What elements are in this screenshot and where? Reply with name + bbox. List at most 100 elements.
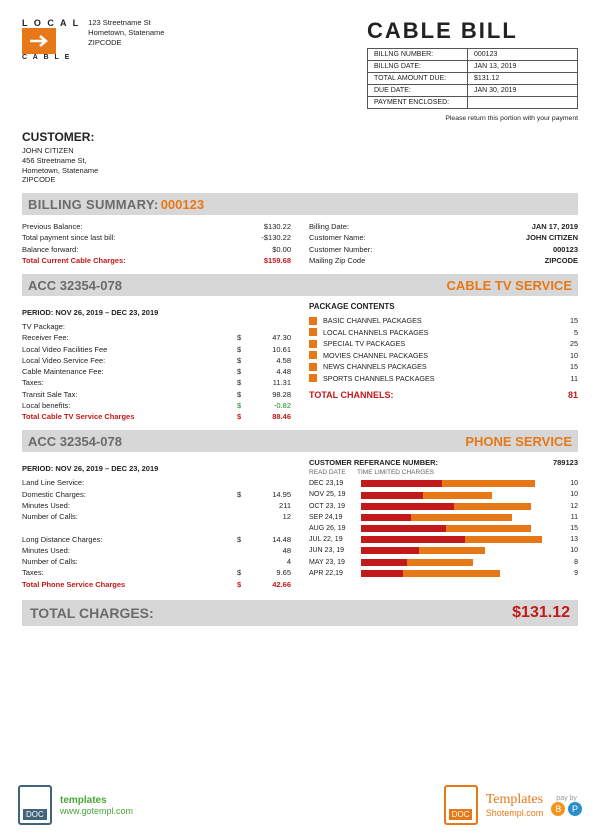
chart-bar <box>361 570 554 577</box>
package-swatch-icon <box>309 374 317 382</box>
logo-text-wrap: L O C A L C A B L E <box>22 18 80 122</box>
bs-value: JOHN CITIZEN <box>518 232 578 243</box>
chart-date: DEC 23,19 <box>309 478 357 489</box>
chart-header: READ DATE TIME LIMITED CHARGES <box>309 469 578 476</box>
chart-date: MAY 23, 19 <box>309 557 357 568</box>
customer-address: JOHN CITIZEN 456 Streetname St, Hometown… <box>22 146 578 185</box>
chart-row: JUN 23, 1910 <box>309 545 578 556</box>
tv-service-bar: ACC 32354-078 CABLE TV SERVICE <box>22 274 578 296</box>
customer-reference-label: CUSTOMER REFERANCE NUMBER: <box>309 458 438 467</box>
customer-line-0: JOHN CITIZEN <box>22 146 578 156</box>
bs-label: Billing Date: <box>309 221 349 232</box>
phone-line-label: Long Distance Charges: <box>22 534 237 545</box>
customer-reference-value: 789123 <box>553 458 578 467</box>
chart-date: AUG 26, 19 <box>309 523 357 534</box>
tv-line-label: Cable Maintenance Fee: <box>22 366 237 377</box>
phone-line-amount: 211 <box>249 500 291 511</box>
tv-line-label: Local Video Service Fee: <box>22 355 237 366</box>
phone-line-amount: 14.95 <box>249 489 291 500</box>
page-title: CABLE BILL <box>367 18 578 44</box>
package-name: SPORTS CHANNELS PACKAGES <box>323 373 548 385</box>
chart-value: 10 <box>558 489 578 500</box>
bs-value: $0.00 <box>231 244 291 255</box>
tv-line-amount: 4.48 <box>249 366 291 377</box>
tv-line-label: Receiver Fee: <box>22 332 237 343</box>
customer-line-3: ZIPCODE <box>22 175 578 185</box>
package-name: BASIC CHANNEL PACKAGES <box>323 315 548 327</box>
customer-heading: CUSTOMER: <box>22 130 578 144</box>
customer-line-2: Hometown, Statename <box>22 166 578 176</box>
bs-value: $130.22 <box>231 221 291 232</box>
chart-bar <box>361 525 554 532</box>
package-row: MOVIES CHANNEL PACKAGES10 <box>309 350 578 362</box>
tv-account: ACC 32354-078 <box>28 278 122 293</box>
billing-summary-body: Previous Balance:$130.22Total payment si… <box>22 221 578 266</box>
bs-value: -$130.22 <box>231 232 291 243</box>
bs-value: 000123 <box>518 244 578 255</box>
package-swatch-icon <box>309 340 317 348</box>
info-value: 000123 <box>468 49 578 61</box>
phone-total-label: Total Phone Service Charges <box>22 579 237 590</box>
doc-icon: DOC <box>18 785 52 825</box>
billing-summary-bar: BILLING SUMMARY: 000123 <box>22 193 578 215</box>
chart-value: 8 <box>558 557 578 568</box>
tv-total-amount: 88.46 <box>249 411 291 422</box>
chart-bar <box>361 559 554 566</box>
phone-line-label: Minutes Used: <box>22 545 237 556</box>
chart-value: 10 <box>558 545 578 556</box>
billing-summary-right: Billing Date: JAN 17, 2019 Customer Name: J… <box>309 221 578 266</box>
doc-icon-2: DOC <box>444 785 478 825</box>
phone-line-amount: 14.48 <box>249 534 291 545</box>
chart-header-empty <box>558 469 578 476</box>
tv-service-label: CABLE TV SERVICE <box>447 278 572 293</box>
phone-line-amount: 4 <box>249 556 291 567</box>
tv-line-label: Transit Sale Tax: <box>22 389 237 400</box>
package-swatch-icon <box>309 351 317 359</box>
chart-value: 15 <box>558 523 578 534</box>
payment-icons: B P <box>551 802 582 816</box>
chart-value: 13 <box>558 534 578 545</box>
company-addr-2: Hometown, Statename <box>88 28 164 38</box>
tv-line-amount: -0.82 <box>249 400 291 411</box>
return-note: Please return this portion with your pay… <box>367 115 578 122</box>
package-row: NEWS CHANNELS PACKAGES15 <box>309 361 578 373</box>
chart-row: NOV 25, 19 10 <box>309 489 578 500</box>
info-label: DUE DATE: <box>368 85 468 97</box>
packages-total: TOTAL CHANNELS: 81 <box>309 390 578 400</box>
tv-line-amount: 11.31 <box>249 377 291 388</box>
chart-bar <box>361 536 554 543</box>
total-charges-label: TOTAL CHARGES: <box>30 605 154 621</box>
phone-period: PERIOD: NOV 26, 2019 – DEC 23, 2019 <box>22 464 291 473</box>
info-label: TOTAL AMOUNT DUE: <box>368 73 468 85</box>
customer-reference: CUSTOMER REFERANCE NUMBER: 789123 <box>309 458 578 467</box>
tv-line-label: Local Video Facilities Fee <box>22 344 237 355</box>
phone-body: PERIOD: NOV 26, 2019 – DEC 23, 2019 Land… <box>22 458 578 590</box>
bs-value: $159.68 <box>231 255 291 266</box>
phone-total-amount: 42.66 <box>249 579 291 590</box>
chart-value: 9 <box>558 568 578 579</box>
tv-body: PERIOD: NOV 26, 2019 – DEC 23, 2019 TV P… <box>22 302 578 422</box>
package-swatch-icon <box>309 317 317 325</box>
package-count: 5 <box>554 327 578 339</box>
info-label: BILLNG DATE: <box>368 61 468 73</box>
bs-label: Customer Name: <box>309 232 366 243</box>
phone-account: ACC 32354-078 <box>28 434 122 449</box>
package-count: 10 <box>554 350 578 362</box>
package-swatch-icon <box>309 363 317 371</box>
company-address: 123 Streetname St Hometown, Statename ZI… <box>88 18 164 122</box>
footer: DOC templates www.gotempl.com DOC Templa… <box>0 785 600 825</box>
chart-row: DEC 23,1910 <box>309 478 578 489</box>
chart-bar <box>361 480 554 487</box>
tv-line-amount: 10.61 <box>249 344 291 355</box>
billing-summary-number: 000123 <box>161 197 204 212</box>
tv-total-label: Total Cable TV Service Charges <box>22 411 237 422</box>
tv-total: Total Cable TV Service Charges $ 88.46 <box>22 411 291 422</box>
phone-total: Total Phone Service Charges $ 42.66 <box>22 579 291 590</box>
phone-line-label: Minutes Used: <box>22 500 237 511</box>
chart-bar <box>361 514 554 521</box>
company-addr-3: ZIPCODE <box>88 38 164 48</box>
info-value: JAN 13, 2019 <box>468 61 578 73</box>
bs-value: JAN 17, 2019 <box>518 221 578 232</box>
chart-date: NOV 25, 19 <box>309 489 357 500</box>
tv-line-amount: 47.30 <box>249 332 291 343</box>
